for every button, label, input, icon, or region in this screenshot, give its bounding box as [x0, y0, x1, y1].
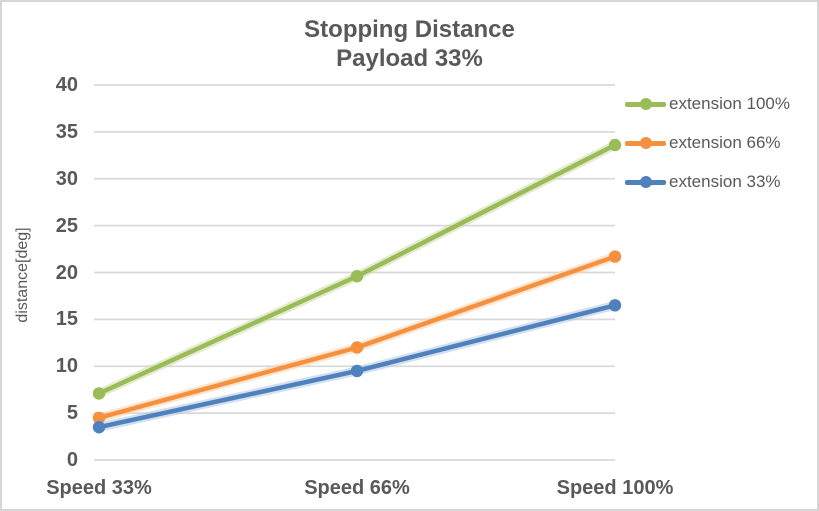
x-category-label: Speed 100%: [556, 477, 674, 499]
series-extension-33: [92, 299, 622, 434]
chart-title-line1: Stopping Distance: [304, 16, 515, 43]
data-point-marker: [350, 270, 364, 283]
x-category-label: Speed 66%: [304, 477, 410, 499]
data-point-marker: [608, 138, 622, 152]
y-tick-label: 35: [55, 120, 78, 143]
legend-dot-icon: [639, 98, 652, 110]
legend-dot-icon: [639, 137, 652, 149]
legend-line-marker-icon: [625, 98, 666, 110]
legend-item: extension 33%: [625, 171, 781, 193]
chart-title: Stopping Distance Payload 33%: [2, 15, 817, 73]
legend-line-marker-icon: [625, 137, 666, 149]
x-category-label: Speed 33%: [46, 477, 152, 499]
data-point-marker: [608, 250, 622, 263]
series-extension-66: [92, 250, 622, 425]
y-tick-label: 30: [55, 167, 78, 190]
data-point-marker: [92, 420, 106, 434]
y-tick-label: 40: [55, 74, 78, 96]
data-point-marker: [608, 299, 622, 312]
legend-line-marker-icon: [625, 176, 666, 188]
legend-label: extension 33%: [669, 172, 781, 191]
legend-item: extension 66%: [625, 132, 781, 154]
y-tick-label: 20: [55, 261, 78, 284]
y-tick-label: 5: [66, 402, 78, 425]
data-point-marker: [350, 341, 364, 354]
legend-dot-icon: [639, 176, 652, 188]
y-tick-label: 25: [55, 214, 78, 237]
y-tick-label: 15: [55, 308, 78, 331]
data-point-marker: [350, 364, 364, 378]
series-line: [96, 142, 618, 396]
series-extension-100: [92, 138, 622, 400]
legend-label: extension 100%: [669, 94, 790, 113]
chart-title-line2: Payload 33%: [336, 45, 483, 72]
data-point-marker: [92, 411, 106, 425]
legend-label: extension 66%: [669, 133, 781, 152]
legend-item: extension 100%: [625, 93, 790, 115]
y-tick-label: 10: [55, 355, 78, 378]
y-tick-label: 0: [66, 449, 78, 471]
data-point-marker: [92, 387, 106, 400]
